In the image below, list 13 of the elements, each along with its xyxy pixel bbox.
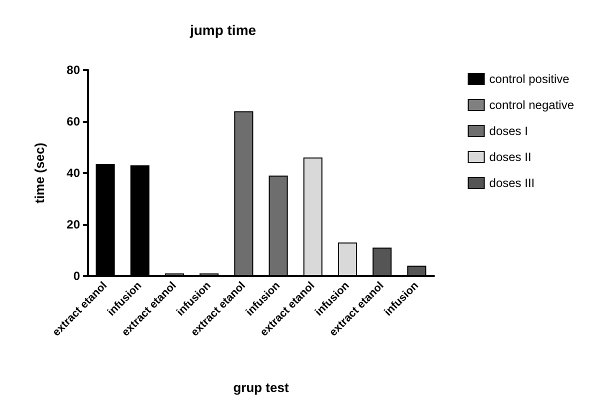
legend-label: doses III	[489, 176, 535, 190]
y-tick-label: 20	[66, 218, 80, 232]
x-axis-title: grup test	[233, 380, 290, 395]
legend-label: control negative	[489, 98, 574, 112]
y-axis-title: time (sec)	[32, 142, 47, 204]
y-tick-label: 0	[73, 269, 80, 283]
legend-label: doses I	[489, 124, 528, 138]
y-tick-label: 80	[66, 63, 80, 77]
y-tick-label: 40	[66, 166, 80, 180]
legend-label: control positive	[489, 72, 570, 86]
chart-title: jump time	[188, 22, 256, 38]
y-tick-label: 60	[66, 114, 80, 128]
legend-label: doses II	[489, 150, 532, 164]
